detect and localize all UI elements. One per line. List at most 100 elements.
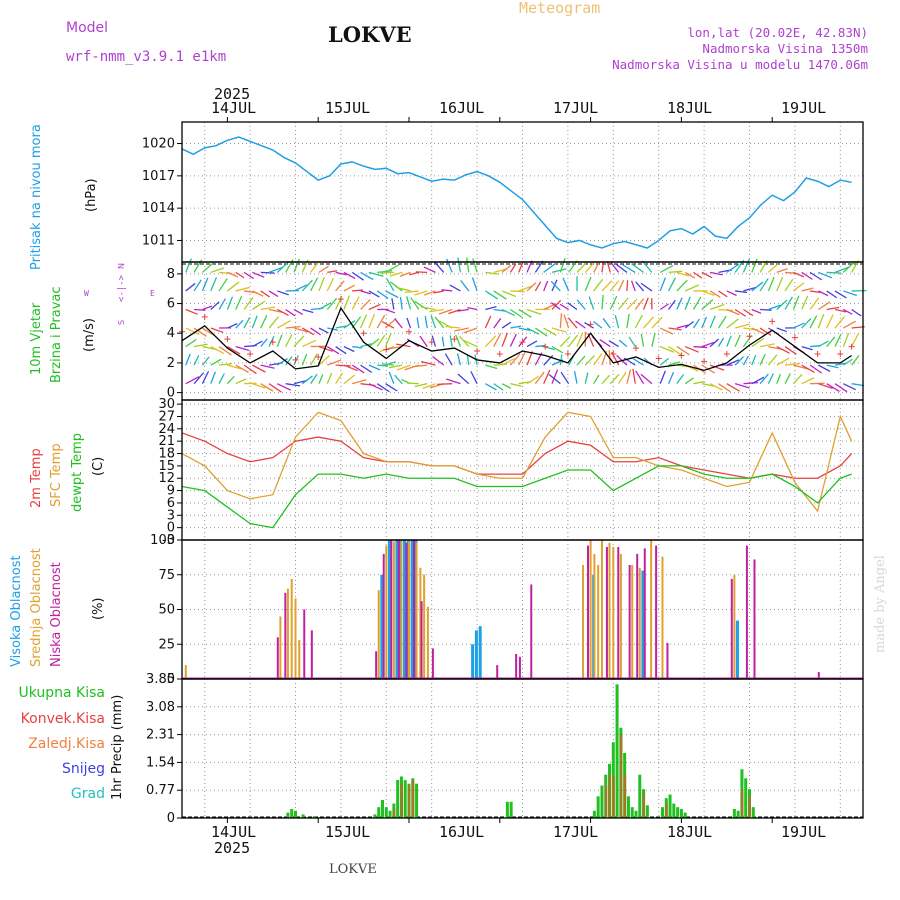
wind-arrow [441,289,453,292]
wind-arrow [717,315,727,329]
wind-arrow [318,354,330,366]
wind-arrow [405,296,412,310]
wind-arrow [501,264,512,273]
wind-arrow [767,276,775,292]
wind-arrow [406,317,412,329]
wind-arrow [543,263,556,273]
wind-arrow [385,290,399,299]
wind-arrow [692,296,702,310]
wind-arrow [609,295,618,310]
wind-arrow [809,364,823,374]
wind-arrow [842,358,853,366]
wind-arrow [630,280,636,292]
wind-arrow [457,257,462,273]
day-top-4: 18JUL [667,99,713,117]
wind-arrow [381,321,395,329]
wind-arrow [701,316,708,329]
wind-arrow [434,316,445,329]
wind-arrow [718,383,731,393]
mid-cloud-bar [423,574,426,679]
wind-arrow [543,280,549,292]
wind-arrow [562,277,570,292]
mid-cloud-bar [597,565,600,679]
wind-arrow [227,346,241,355]
wind-arrow [834,383,848,393]
wind-arrow [185,353,191,366]
wind-arrow [676,297,683,310]
wind-arrow [534,260,544,273]
day-bottom-0: 14JUL [211,823,257,841]
altitude-label: Nadmorska Visina 1350m [702,41,868,56]
low-cloud-bar [745,545,748,679]
wind-arrow [235,286,250,292]
high-cloud-bar [380,574,384,679]
wind-arrow [302,308,314,314]
convective-precip-bar [411,780,415,818]
wind-arrow [193,372,205,385]
mid-cloud-bar [408,541,410,679]
wind-arrow [567,317,578,329]
legend-convective: Konvek.Kisa [20,711,105,727]
cloud-tick-label: 25 [158,637,175,652]
total-precip-bar [384,807,388,818]
pressure-tick-label: 1014 [142,201,175,216]
wind-arrow [818,383,833,390]
wind-arrow [776,277,784,292]
wind-gust-mark [337,296,344,303]
total-precip-bar [660,807,664,818]
low-cloud-bar [310,630,313,679]
mid-cloud-bar [290,578,293,679]
wind-arrow [385,317,397,329]
wind-arrow [759,327,772,336]
wind-arrow [726,318,739,329]
total-precip-bar [388,810,392,818]
wind-arrow [293,327,308,333]
wind-arrow [684,377,694,385]
wind-arrow [518,285,532,292]
mid-cloud-bar [377,590,380,679]
wind-arrow [463,327,478,334]
wind-arrow [643,316,654,329]
wind-arrow [235,295,243,310]
wind-arrow [676,374,684,385]
wind-arrow [343,295,350,310]
wind-arrow [668,346,682,356]
wind-arrow [456,353,462,366]
wind-arrow [407,382,419,385]
wind-gust-mark [360,330,367,337]
wind-arrow [826,336,836,348]
wind-arrow [742,258,751,273]
wind-arrow [601,294,604,310]
wind-arrow [767,263,779,273]
wind-arrow [343,374,356,385]
wind-arrow [606,261,611,273]
wind-arrow [460,280,470,292]
wind-tick-label: 8 [167,267,175,282]
wind-arrow [252,290,264,297]
wind-arrow [493,333,502,347]
wind-arrow [559,336,571,348]
wind-arrow [718,308,734,312]
wind-arrow [593,320,603,329]
wind-arrow [784,296,793,310]
wind-arrow [466,257,470,273]
wind-arrow [801,287,814,292]
wind-arrow [584,321,594,329]
wind-arrow [851,355,860,366]
wind-arrow [235,319,244,329]
wind-arrow [431,335,437,347]
wind-arrow [726,335,732,347]
total-precip-bar [744,778,748,818]
wind-arrow [484,315,492,329]
wind-arrow [526,308,542,315]
day-top-5: 19JUL [781,99,827,117]
low-cloud-bar [284,592,287,679]
wind-arrow [343,271,356,279]
wind-arrow [268,316,279,329]
wind-arrow [801,317,812,329]
temp-tick-label: 27 [158,409,175,424]
wind-arrow [252,300,266,311]
wind-arrow [260,383,274,392]
total-precip-bar [592,810,596,818]
